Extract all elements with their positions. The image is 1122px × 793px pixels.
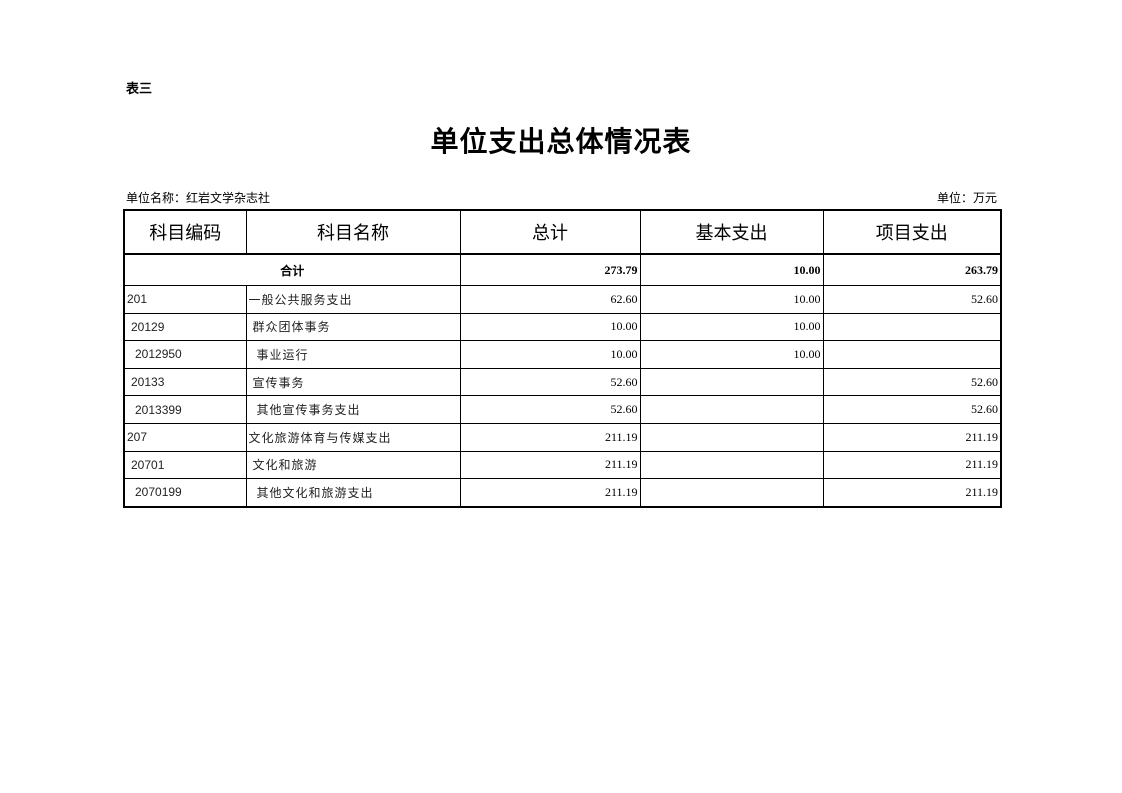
cell-basic <box>639 450 824 480</box>
cell-code: 20133 <box>123 367 247 397</box>
page-title: 单位支出总体情况表 <box>430 125 692 158</box>
cell-total: 211.19 <box>459 478 641 508</box>
cell-basic: 10.00 <box>639 340 824 369</box>
table-row: 20701 文化和旅游 211.19 211.19 <box>123 450 1002 480</box>
cell-project <box>822 312 1002 342</box>
cell-total: 10.00 <box>459 340 641 369</box>
cell-name: 其他文化和旅游支出 <box>245 478 461 508</box>
cell-code: 20129 <box>123 312 247 342</box>
cell-name: 文化和旅游 <box>245 450 461 480</box>
cell-name: 宣传事务 <box>245 367 461 397</box>
currency-unit: 单位：万元 <box>936 191 997 205</box>
cell-code: 207 <box>123 422 247 452</box>
table-row: 2012950 事业运行 10.00 10.00 <box>123 340 1002 369</box>
total-total: 273.79 <box>459 253 641 286</box>
total-row: 合计 273.79 10.00 263.79 <box>123 253 1002 286</box>
header-project: 项目支出 <box>822 209 1002 255</box>
cell-project <box>822 340 1002 369</box>
table-row: 207 文化旅游体育与传媒支出 211.19 211.19 <box>123 422 1002 452</box>
header-total: 总计 <box>459 209 641 255</box>
cell-total: 211.19 <box>459 422 641 452</box>
cell-total: 52.60 <box>459 395 641 424</box>
cell-basic <box>639 395 824 424</box>
cell-basic <box>639 422 824 452</box>
cell-project: 52.60 <box>822 285 1002 314</box>
cell-name: 事业运行 <box>245 340 461 369</box>
cell-code: 2013399 <box>123 395 247 424</box>
table-row: 2013399 其他宣传事务支出 52.60 52.60 <box>123 395 1002 424</box>
header-code: 科目编码 <box>123 209 247 255</box>
header-row: 科目编码 科目名称 总计 基本支出 项目支出 <box>123 209 1002 255</box>
total-project: 263.79 <box>822 253 1002 286</box>
table-row: 2070199 其他文化和旅游支出 211.19 211.19 <box>123 478 1002 508</box>
header-name: 科目名称 <box>245 209 461 255</box>
cell-name: 一般公共服务支出 <box>245 285 461 314</box>
cell-basic <box>639 367 824 397</box>
cell-basic: 10.00 <box>639 312 824 342</box>
cell-project: 211.19 <box>822 478 1002 508</box>
table-label: 表三 <box>126 82 153 97</box>
cell-project: 211.19 <box>822 422 1002 452</box>
cell-project: 211.19 <box>822 450 1002 480</box>
header-basic: 基本支出 <box>639 209 824 255</box>
cell-basic <box>639 478 824 508</box>
table-row: 20133 宣传事务 52.60 52.60 <box>123 367 1002 397</box>
cell-basic: 10.00 <box>639 285 824 314</box>
cell-code: 2070199 <box>123 478 247 508</box>
cell-name: 其他宣传事务支出 <box>245 395 461 424</box>
cell-name: 群众团体事务 <box>245 312 461 342</box>
cell-project: 52.60 <box>822 367 1002 397</box>
cell-total: 10.00 <box>459 312 641 342</box>
expenditure-table: 科目编码 科目名称 总计 基本支出 项目支出 合计 273.79 10.00 2… <box>123 209 1002 508</box>
cell-code: 20701 <box>123 450 247 480</box>
table-row: 20129 群众团体事务 10.00 10.00 <box>123 312 1002 342</box>
total-label: 合计 <box>123 253 461 286</box>
cell-code: 201 <box>123 285 247 314</box>
cell-total: 62.60 <box>459 285 641 314</box>
cell-total: 52.60 <box>459 367 641 397</box>
cell-name: 文化旅游体育与传媒支出 <box>245 422 461 452</box>
table-row: 201 一般公共服务支出 62.60 10.00 52.60 <box>123 285 1002 314</box>
cell-code: 2012950 <box>123 340 247 369</box>
cell-total: 211.19 <box>459 450 641 480</box>
total-basic: 10.00 <box>639 253 824 286</box>
cell-project: 52.60 <box>822 395 1002 424</box>
unit-name: 单位名称：红岩文学杂志社 <box>126 191 271 205</box>
